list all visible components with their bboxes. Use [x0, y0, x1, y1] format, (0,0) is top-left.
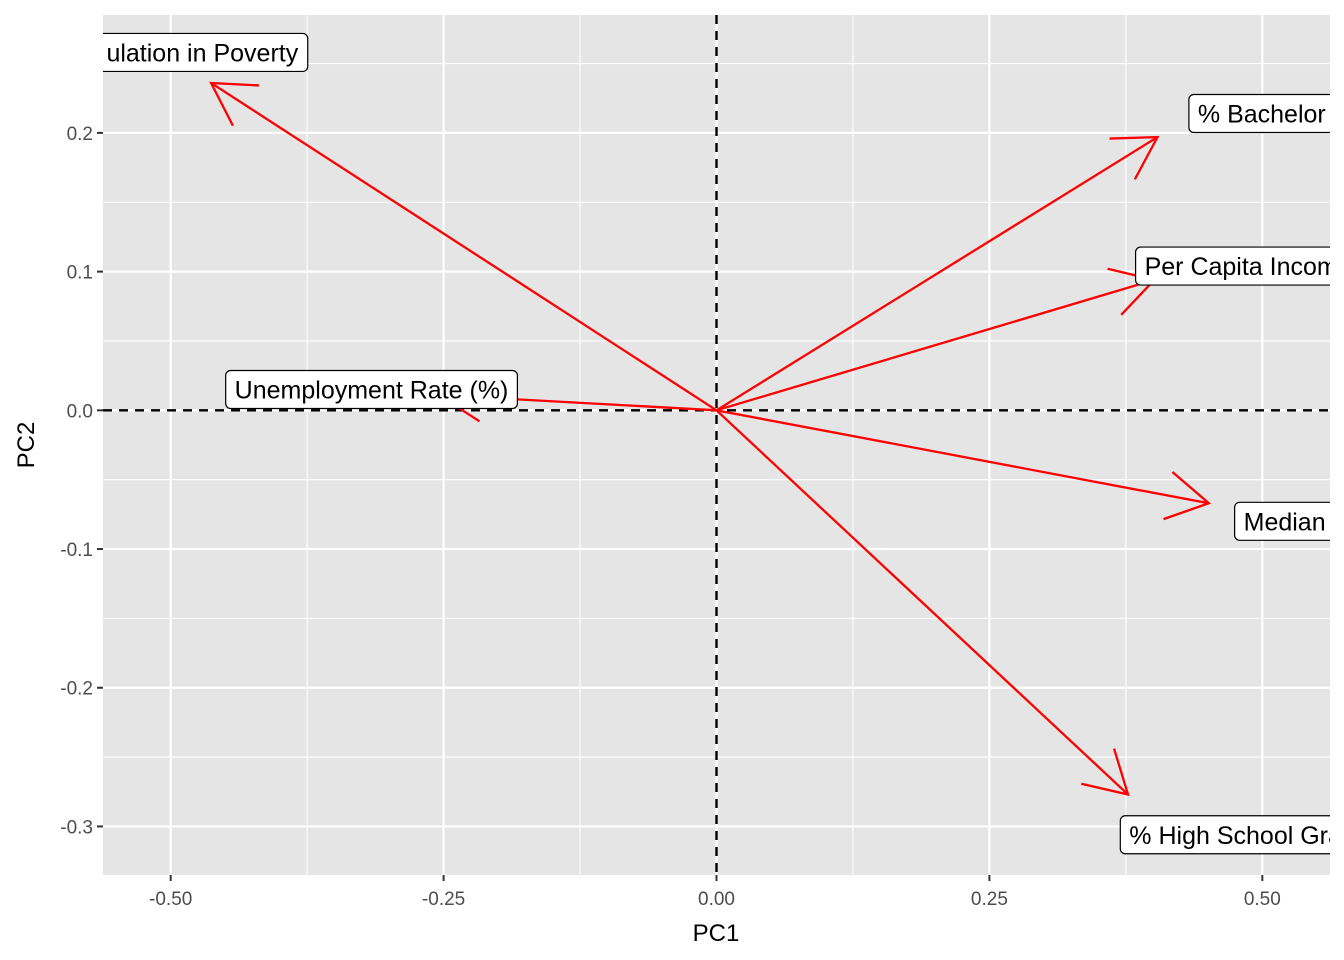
vector-arrowhead [1109, 135, 1160, 180]
vector-label-box [225, 369, 519, 410]
x-axis-title: PC1 [693, 920, 740, 947]
x-tick-label: 0.25 [971, 889, 1008, 910]
y-tick-label: -0.2 [60, 679, 93, 700]
vector-label: Unemployment Rate (%) [225, 369, 519, 410]
x-tick-label: -0.50 [149, 889, 192, 910]
vector-arrowhead [1163, 471, 1212, 521]
vector-label-text: % High School Graduate or H [1129, 822, 1344, 850]
vector-label-box [1188, 93, 1330, 134]
vector-label-text: Median Househol [1244, 508, 1344, 536]
vector-line [716, 278, 1155, 412]
vector-line [210, 82, 718, 412]
vector-label-box [1234, 501, 1330, 541]
vector-label-box [103, 32, 309, 73]
major-gridlines [103, 15, 1330, 875]
x-tick-label: 0.50 [1244, 889, 1281, 910]
vector-label-text: Unemployment Rate (%) [235, 377, 509, 405]
y-axis-title: PC2 [13, 422, 40, 469]
vector-label: ulation in Poverty [103, 32, 309, 73]
y-tick-label: 0.2 [67, 124, 93, 145]
vector-arrowhead [1081, 748, 1130, 797]
vector-label: % High School Graduate or H [1119, 815, 1344, 855]
y-tick-label: -0.1 [60, 540, 93, 561]
vector-line [715, 409, 1129, 796]
vector-label: Median Househol [1234, 501, 1344, 541]
y-tick-label: -0.3 [60, 817, 93, 838]
x-axis-ticks: -0.50 -0.25 0.00 0.25 0.50 [149, 875, 1281, 910]
vector-line [715, 136, 1159, 412]
vector-labels: ulation in Poverty % Bachelor s Degree or… [103, 32, 1344, 855]
vector-label: Per Capita Income [1135, 246, 1344, 286]
vector-label-text: ulation in Poverty [106, 39, 298, 67]
vector-label-text: % Bachelor s Degree or H [1198, 100, 1344, 128]
y-axis-ticks: -0.3 -0.2 -0.1 0.0 0.1 0.2 [60, 124, 103, 838]
loading-vectors [209, 81, 1212, 797]
vector-label-text: Per Capita Income [1145, 253, 1344, 281]
vector-arrowhead [209, 81, 260, 127]
vector-label-box [1119, 815, 1330, 855]
vector-label: % Bachelor s Degree or H [1188, 93, 1344, 134]
vector-line [716, 409, 1210, 505]
y-tick-label: 0.1 [67, 263, 93, 284]
y-tick-label: 0.0 [67, 401, 93, 422]
x-tick-label: -0.25 [422, 889, 465, 910]
x-tick-label: 0.00 [698, 889, 735, 910]
vector-label-box [1135, 246, 1330, 286]
